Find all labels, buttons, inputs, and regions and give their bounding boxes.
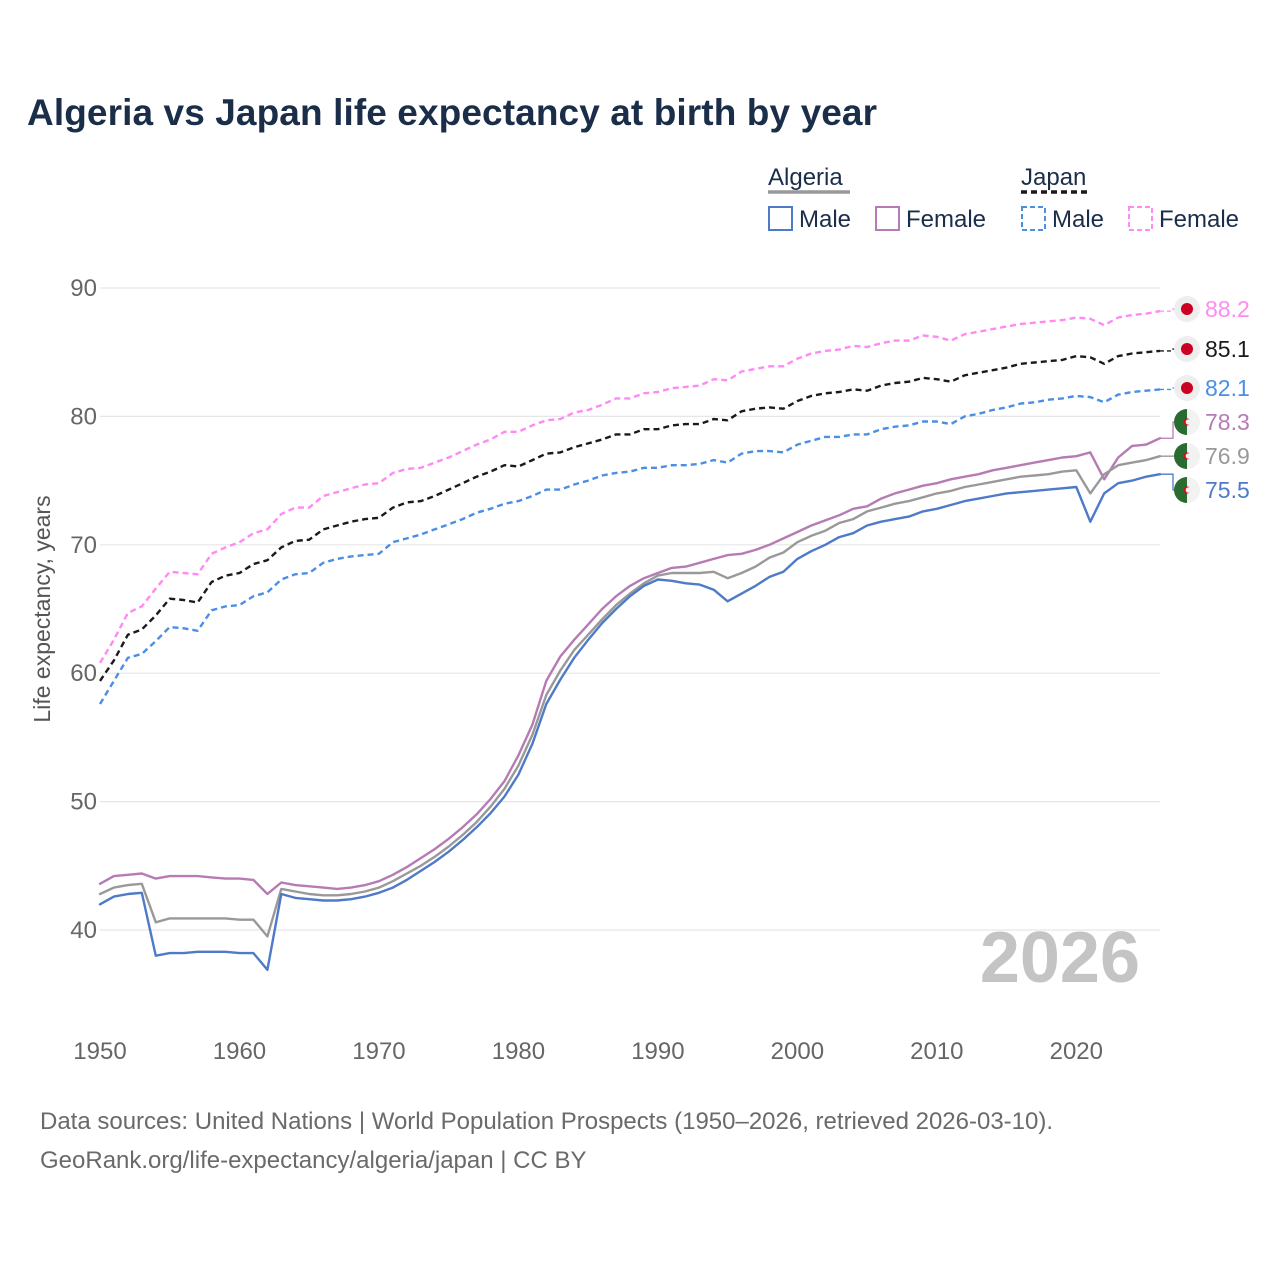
x-tick-label-2010: 2010 [910,1038,963,1065]
end-label-japan-female: 88.2 [1205,296,1250,322]
series-lines [98,309,1162,971]
series-line-algeria-male [98,473,1162,971]
series-line-japan-total [99,349,1161,682]
legend-label-algeria-male: Male [799,206,851,233]
algeria-flag-icon [1174,409,1200,435]
x-tick-label-2000: 2000 [771,1038,824,1065]
algeria-flag-white [1187,477,1200,503]
legend-group-title-algeria: Algeria [768,164,843,191]
end-connector-algeria-female [1160,421,1175,439]
end-label-algeria-male: 75.5 [1205,477,1250,503]
y-tick-label-50: 50 [70,789,97,816]
algeria-flag-crescent-cut [1185,419,1192,425]
x-tick-label-1990: 1990 [631,1038,684,1065]
algeria-flag-white [1187,443,1200,469]
end-connector-japan-female [1160,308,1175,312]
algeria-flag-green [1174,477,1187,503]
y-tick-label-60: 60 [70,660,97,687]
series-line-japan-female [98,309,1161,664]
algeria-flag-icon [1174,443,1200,469]
algeria-flag-white [1187,409,1200,435]
y-tick-label-90: 90 [70,275,97,302]
algeria-flag-icon [1174,477,1200,503]
series-line-algeria-total [98,455,1162,938]
end-connector-japan-total [1160,348,1175,352]
legend-label-japan-male: Male [1052,206,1104,233]
algeria-flag-crescent-cut [1185,453,1192,459]
y-tick-label-70: 70 [70,532,97,559]
japan-flag-icon [1174,336,1200,362]
end-label-algeria-total: 76.9 [1205,443,1250,469]
source-line-2: GeoRank.org/life-expectancy/algeria/japa… [40,1147,587,1174]
algeria-flag-crescent-cut [1185,487,1192,493]
japan-flag-icon [1174,296,1200,322]
legend: Algeria Male Female Japan Male Female [768,164,1239,233]
japan-flag-sun [1181,382,1193,394]
algeria-flag-green [1174,409,1187,435]
x-tick-label-1970: 1970 [352,1038,405,1065]
japan-flag-sun [1181,303,1193,315]
x-tick-label-1950: 1950 [73,1038,126,1065]
japan-flag-icon [1174,375,1200,401]
year-watermark: 2026 [980,918,1140,998]
legend-swatch-japan-male [1021,206,1046,231]
end-label-japan-total: 85.1 [1205,336,1250,362]
end-connector-japan-male [1160,387,1175,391]
source-line-1: Data sources: United Nations | World Pop… [40,1108,1054,1135]
legend-label-algeria-female: Female [906,206,986,233]
x-tick-label-1980: 1980 [492,1038,545,1065]
y-tick-label-80: 80 [70,403,97,430]
series-line-algeria-female [98,437,1162,896]
algeria-flag-green [1174,443,1187,469]
legend-swatch-algeria-male [768,206,793,231]
legend-label-japan-female: Female [1159,206,1239,233]
legend-swatch-algeria-female [875,206,900,231]
series-line-japan-male [98,388,1161,705]
x-tick-label-2020: 2020 [1050,1038,1103,1065]
legend-swatch-japan-female [1128,206,1153,231]
legend-group-title-japan: Japan [1021,164,1086,191]
chart-title: Algeria vs Japan life expectancy at birt… [27,92,878,133]
end-label-japan-male: 82.1 [1205,375,1250,401]
end-connector-algeria-male [1160,473,1175,491]
end-label-algeria-female: 78.3 [1205,409,1250,435]
y-axis-title: Life expectancy, years [29,495,55,722]
japan-flag-sun [1181,343,1193,355]
x-tick-label-1960: 1960 [213,1038,266,1065]
y-tick-label-40: 40 [70,917,97,944]
